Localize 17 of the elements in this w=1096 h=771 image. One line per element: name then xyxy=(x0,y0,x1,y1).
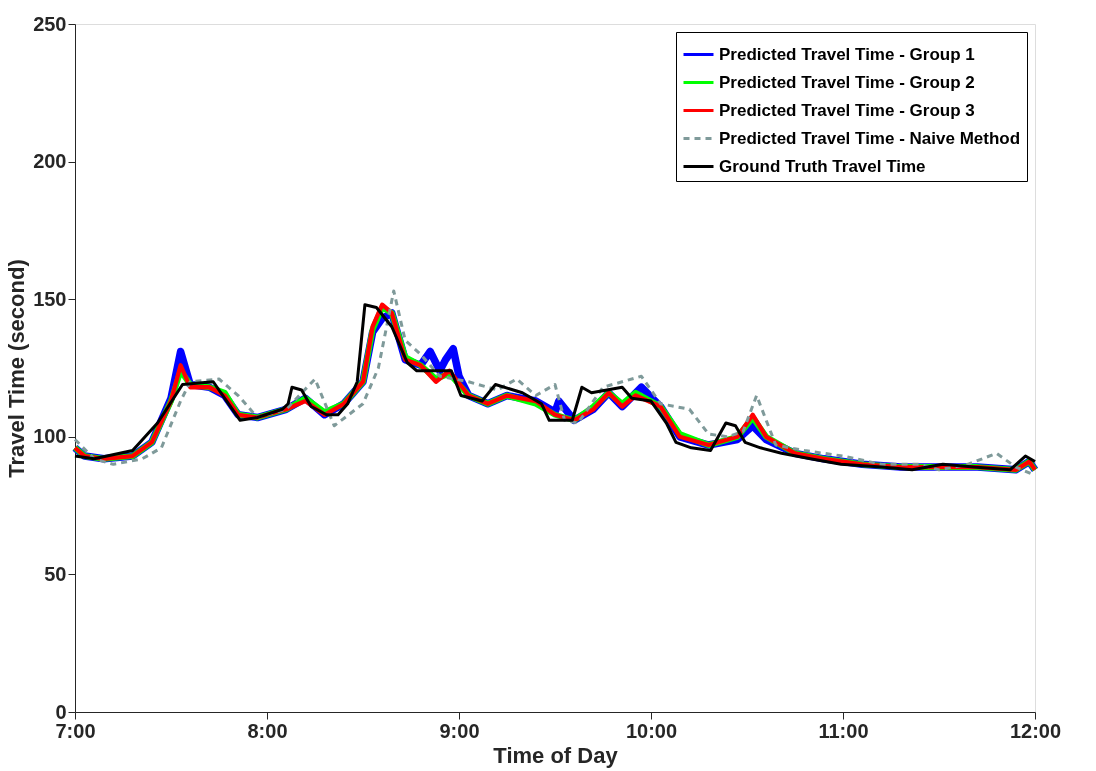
legend-label: Predicted Travel Time - Group 2 xyxy=(719,72,975,92)
legend-label: Ground Truth Travel Time xyxy=(719,156,926,176)
y-tick-label: 150 xyxy=(33,287,67,310)
y-tick-label: 200 xyxy=(33,150,67,173)
x-axis-title: Time of Day xyxy=(493,742,619,768)
legend-label: Predicted Travel Time - Group 3 xyxy=(719,100,975,120)
legend-label: Predicted Travel Time - Naive Method xyxy=(719,128,1021,148)
legend-label: Predicted Travel Time - Group 1 xyxy=(719,44,975,64)
x-tick-label: 10:00 xyxy=(625,719,678,742)
x-tick-label: 12:00 xyxy=(1009,719,1062,742)
x-tick-label: 11:00 xyxy=(818,719,869,742)
x-tick-label: 9:00 xyxy=(439,719,480,742)
y-axis-title: Travel Time (second) xyxy=(4,259,30,478)
y-tick-label: 100 xyxy=(33,425,67,448)
y-tick-label: 50 xyxy=(44,562,67,585)
y-tick-label: 250 xyxy=(33,12,67,35)
x-tick-label: 8:00 xyxy=(247,719,288,742)
